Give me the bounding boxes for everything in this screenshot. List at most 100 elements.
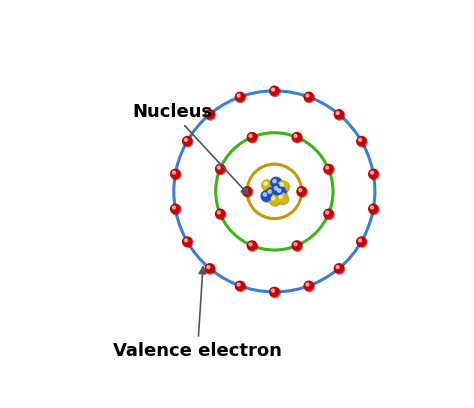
Circle shape — [236, 92, 245, 102]
Circle shape — [205, 264, 214, 273]
Circle shape — [324, 209, 333, 218]
Circle shape — [171, 204, 181, 215]
Circle shape — [173, 206, 175, 209]
Circle shape — [277, 189, 281, 192]
Circle shape — [218, 166, 220, 169]
Circle shape — [324, 210, 335, 220]
Circle shape — [269, 195, 280, 205]
Circle shape — [326, 211, 328, 214]
Circle shape — [272, 289, 274, 292]
Circle shape — [248, 241, 258, 251]
Circle shape — [249, 134, 252, 137]
Circle shape — [270, 195, 281, 206]
Circle shape — [266, 188, 278, 200]
Circle shape — [271, 178, 283, 189]
Circle shape — [184, 239, 187, 242]
Circle shape — [264, 182, 267, 185]
Circle shape — [277, 193, 289, 205]
Circle shape — [292, 241, 301, 250]
Circle shape — [304, 92, 313, 102]
Circle shape — [271, 197, 274, 200]
Circle shape — [369, 170, 379, 180]
Circle shape — [299, 188, 302, 192]
Circle shape — [237, 283, 240, 286]
Circle shape — [304, 282, 315, 292]
Circle shape — [243, 187, 252, 196]
Circle shape — [182, 237, 192, 246]
Circle shape — [206, 110, 216, 120]
Circle shape — [297, 187, 306, 196]
Circle shape — [274, 186, 278, 190]
Circle shape — [216, 164, 225, 173]
Circle shape — [273, 180, 276, 183]
Circle shape — [357, 237, 367, 248]
Circle shape — [270, 287, 279, 297]
Circle shape — [371, 171, 374, 174]
Circle shape — [279, 195, 283, 199]
Circle shape — [359, 138, 362, 141]
Circle shape — [334, 264, 344, 273]
Circle shape — [263, 193, 266, 196]
Circle shape — [207, 266, 210, 268]
Circle shape — [334, 110, 344, 119]
Circle shape — [292, 133, 301, 142]
Circle shape — [276, 187, 287, 199]
Circle shape — [262, 191, 273, 202]
Circle shape — [324, 164, 333, 173]
Circle shape — [237, 94, 240, 97]
Circle shape — [261, 191, 272, 201]
Circle shape — [306, 283, 309, 286]
Circle shape — [216, 210, 226, 220]
Circle shape — [268, 190, 272, 193]
Circle shape — [243, 187, 253, 197]
Circle shape — [171, 170, 181, 180]
Circle shape — [357, 137, 367, 147]
Circle shape — [272, 184, 283, 195]
Circle shape — [270, 86, 279, 95]
Circle shape — [280, 183, 283, 186]
Circle shape — [247, 133, 256, 142]
Circle shape — [357, 137, 366, 146]
Circle shape — [304, 93, 315, 103]
Circle shape — [183, 237, 193, 248]
Circle shape — [173, 171, 175, 174]
Text: Nucleus: Nucleus — [132, 103, 248, 194]
Circle shape — [292, 133, 303, 143]
Circle shape — [270, 288, 280, 298]
Circle shape — [335, 110, 345, 120]
Circle shape — [247, 241, 256, 250]
Circle shape — [218, 211, 220, 214]
Circle shape — [184, 138, 187, 141]
Circle shape — [292, 241, 303, 251]
Circle shape — [249, 243, 252, 246]
Circle shape — [206, 264, 216, 274]
Circle shape — [359, 239, 362, 242]
Circle shape — [278, 181, 288, 191]
Circle shape — [262, 180, 273, 192]
Circle shape — [335, 264, 345, 274]
Circle shape — [205, 110, 214, 119]
Circle shape — [171, 169, 180, 179]
Circle shape — [248, 133, 258, 143]
Circle shape — [306, 94, 309, 97]
Circle shape — [304, 281, 313, 290]
Circle shape — [371, 206, 374, 209]
Text: Valence electron: Valence electron — [113, 267, 282, 359]
Circle shape — [369, 204, 378, 213]
Circle shape — [273, 185, 284, 196]
Circle shape — [278, 181, 290, 193]
Circle shape — [236, 281, 245, 290]
Circle shape — [216, 165, 226, 175]
Circle shape — [262, 180, 272, 190]
Circle shape — [369, 169, 378, 179]
Circle shape — [183, 137, 193, 147]
Circle shape — [369, 204, 379, 215]
Circle shape — [245, 188, 247, 192]
Circle shape — [324, 165, 335, 175]
Circle shape — [326, 166, 328, 169]
Circle shape — [236, 282, 246, 292]
Circle shape — [271, 177, 281, 188]
Circle shape — [266, 188, 276, 198]
Circle shape — [182, 137, 192, 146]
Circle shape — [277, 193, 288, 204]
